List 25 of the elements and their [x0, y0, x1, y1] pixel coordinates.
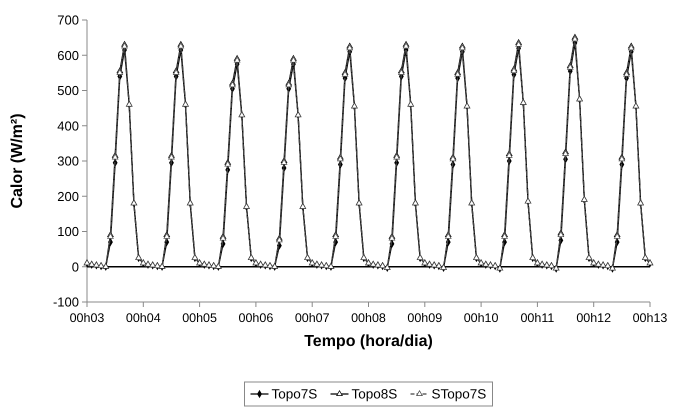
y-tick-label: 0 — [72, 259, 79, 274]
x-tick-label: 00h04 — [126, 311, 161, 325]
x-tick-label: 00h06 — [238, 311, 274, 325]
x-tick-label: 00h03 — [70, 311, 104, 325]
y-tick-label: 500 — [57, 83, 79, 98]
y-tick-label: -100 — [52, 294, 79, 310]
y-tick-label: 400 — [57, 118, 79, 134]
y-tick-label: 200 — [57, 188, 79, 204]
x-tick-label: 00h12 — [576, 311, 612, 325]
x-tick-label: 00h07 — [294, 311, 330, 325]
x-tick-label: 00h09 — [407, 311, 442, 325]
y-tick-label: 100 — [57, 224, 79, 240]
y-axis-title: Calor (W/m²) — [9, 113, 26, 209]
legend-label: Topo8S — [352, 386, 398, 402]
x-tick-label: 00h10 — [464, 311, 499, 325]
x-tick-label: 00h05 — [182, 311, 218, 325]
y-tick-label: 700 — [57, 12, 79, 28]
legend-label: Topo7S — [272, 386, 318, 402]
x-axis-title: Tempo (hora/dia) — [304, 333, 433, 350]
x-tick-label: 00h08 — [351, 311, 386, 325]
y-tick-label: 300 — [57, 154, 79, 169]
y-tick-label: 600 — [57, 48, 79, 63]
legend-label: STopo7S — [432, 386, 486, 402]
x-tick-label: 00h11 — [520, 311, 554, 325]
x-tick-label: 00h13 — [632, 311, 668, 325]
